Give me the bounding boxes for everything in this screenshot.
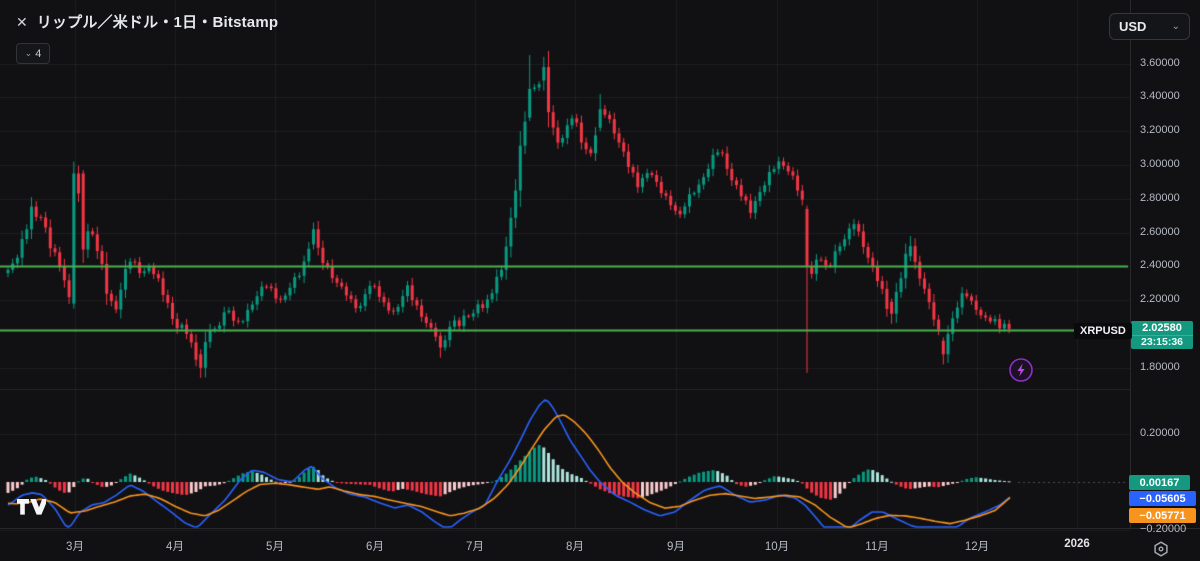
price-tick-label: 2.60000 [1140,225,1180,238]
macd-line-badge: −0.05605 [1129,491,1196,506]
last-price-value: 2.02580 [1131,321,1193,335]
macd-histogram-badge: 0.00167 [1129,475,1190,490]
time-axis-label: 2026 [1064,538,1090,550]
price-tick-label: 2.80000 [1140,191,1180,204]
macd-tick-label: 0.20000 [1140,426,1180,439]
last-price-badge: 2.02580 23:15:36 [1131,321,1193,349]
legend-indicator-count: 4 [35,47,42,60]
macd-signal-badge: −0.05771 [1129,508,1196,523]
time-axis-label: 10月 [764,541,790,553]
symbol-title[interactable]: リップル／米ドル・1日・Bitstamp [36,14,279,31]
time-axis-label: 3月 [66,541,84,553]
pane-divider[interactable] [0,389,1130,390]
price-axis-separator [1130,0,1131,528]
settings-gear-icon[interactable] [1152,540,1170,561]
time-axis-label: 9月 [667,541,685,553]
time-axis-label: 8月 [566,541,584,553]
price-tick-label: 3.40000 [1140,90,1180,103]
price-tick-label: 3.20000 [1140,124,1180,137]
price-tick-label: 2.40000 [1140,259,1180,272]
macd-tick-label: −0.20000 [1140,523,1187,536]
time-axis-label: 7月 [466,541,484,553]
time-axis-label: 12月 [964,541,990,553]
symbol-price-chip: XRPUSD [1074,323,1132,339]
chevron-down-icon: ⌄ [1171,21,1180,32]
currency-label: USD [1119,19,1147,34]
tradingview-logo[interactable] [16,497,48,522]
bar-countdown: 23:15:36 [1131,335,1193,349]
price-tick-label: 2.20000 [1140,293,1180,306]
close-icon[interactable]: ✕ [16,13,28,30]
lightning-icon[interactable] [1007,356,1035,389]
chevron-down-icon: ⌄ [24,48,33,58]
time-axis-label: 5月 [266,541,284,553]
currency-dropdown[interactable]: USD ⌄ [1109,13,1190,40]
time-axis-separator [0,528,1200,529]
legend-collapse-chip[interactable]: ⌄ 4 [16,43,50,64]
time-axis-label: 11月 [865,541,889,553]
price-tick-label: 3.00000 [1140,158,1180,170]
price-tick-label: 3.60000 [1140,56,1180,69]
symbol-title-row: ✕ リップル／米ドル・1日・Bitstamp [16,11,278,32]
price-tick-label: 1.80000 [1140,360,1180,373]
time-axis-label: 6月 [366,541,384,553]
time-axis-label: 4月 [166,541,184,553]
